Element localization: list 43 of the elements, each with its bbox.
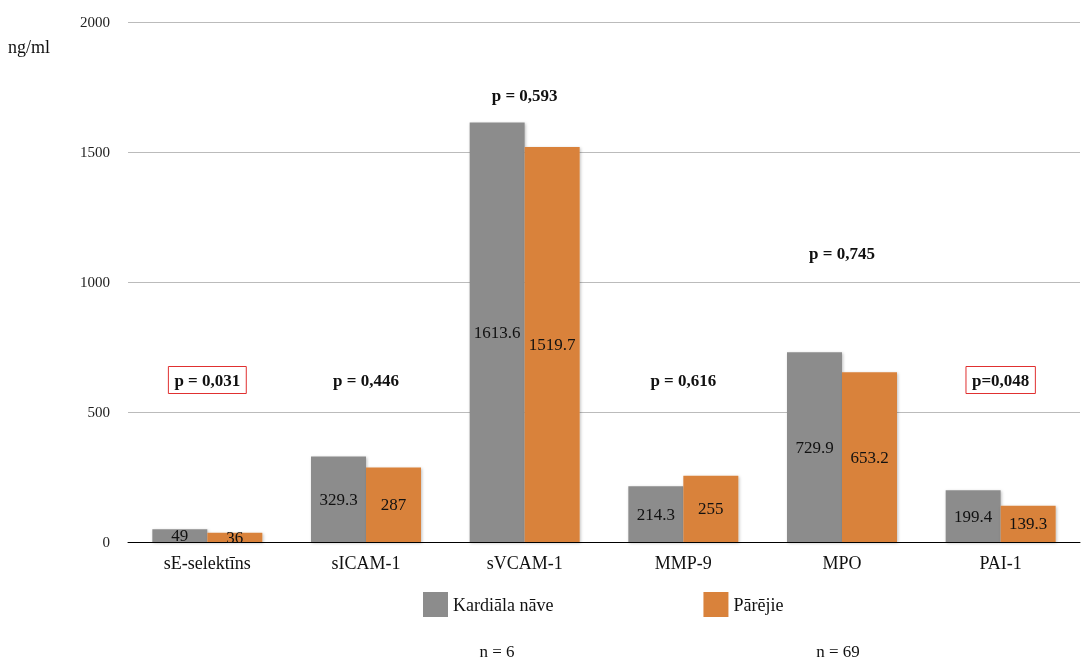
annotation: p = 0,031: [174, 370, 241, 390]
data-label: 329.3: [319, 489, 358, 509]
data-label: 139.3: [1009, 514, 1048, 534]
data-label: 199.4: [954, 506, 993, 526]
x-tick-label: PAI-1: [979, 553, 1022, 573]
x-tick-label: sICAM-1: [331, 553, 401, 573]
bar: [628, 486, 684, 542]
data-label: 49: [171, 526, 189, 546]
data-label: 1613.6: [473, 322, 521, 342]
data-label: 653.2: [850, 447, 889, 467]
bar: [842, 372, 897, 542]
bar: [524, 146, 580, 542]
x-tick-label: MMP-9: [654, 553, 712, 573]
y-tick-label: 2000: [80, 14, 110, 30]
y-tick-label: 0: [102, 534, 110, 550]
y-axis-title: ng/ml: [8, 37, 51, 57]
legend-label: Pārējie: [733, 594, 784, 615]
y-tick-label: 1000: [80, 274, 110, 290]
bar: [787, 352, 842, 542]
y-tick-label: 500: [87, 404, 110, 420]
x-tick-label: sVCAM-1: [486, 553, 563, 573]
bar: [469, 122, 525, 542]
data-label: 214.3: [636, 504, 675, 524]
y-tick-label: 1500: [80, 144, 110, 160]
data-label: 255: [698, 499, 724, 519]
annotation: p = 0,616: [650, 370, 717, 390]
legend-label: Kardiāla nāve: [453, 594, 554, 615]
text: n = 6: [479, 642, 515, 661]
annotation: p = 0,745: [809, 243, 875, 263]
annotation: p = 0,593: [491, 85, 558, 105]
bar: [683, 475, 739, 542]
data-label: 36: [226, 527, 244, 547]
annotation: p = 0,446: [333, 370, 399, 390]
data-label: 729.9: [795, 437, 834, 457]
data-label: 287: [380, 495, 407, 515]
bar: [366, 467, 421, 542]
bar: [311, 456, 366, 542]
x-tick-label: MPO: [822, 553, 862, 573]
data-label: 1519.7: [528, 334, 577, 354]
bar: [945, 490, 1001, 542]
x-tick-label: sE-selektīns: [163, 553, 251, 573]
annotation: p=0,048: [971, 370, 1030, 390]
text: n = 69: [816, 642, 860, 661]
